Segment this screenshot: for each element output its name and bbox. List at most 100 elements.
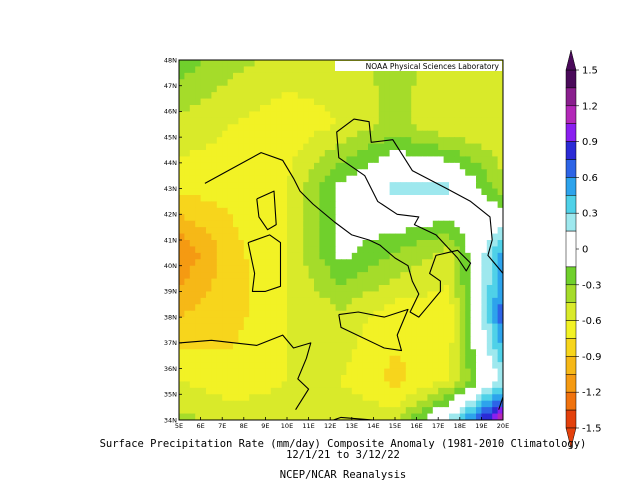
heat-cell xyxy=(303,297,310,305)
heat-cell xyxy=(303,98,310,106)
heat-cell xyxy=(335,394,342,402)
heat-cell xyxy=(400,349,407,357)
heat-cell xyxy=(438,381,445,389)
heat-cell xyxy=(324,407,331,415)
heat-cell xyxy=(465,207,472,215)
heat-cell xyxy=(233,368,239,376)
heat-cell xyxy=(319,240,326,248)
heat-cell xyxy=(233,259,239,267)
heat-cell xyxy=(330,137,337,145)
heat-cell xyxy=(395,111,401,119)
heat-cell xyxy=(395,362,401,370)
heat-cell xyxy=(405,342,412,350)
heat-cell xyxy=(357,240,364,248)
heat-cell xyxy=(497,195,503,203)
heat-cell xyxy=(330,111,337,119)
heat-cell xyxy=(189,297,196,305)
heat-cell xyxy=(373,169,380,177)
heat-cell xyxy=(411,156,418,164)
heat-cell xyxy=(238,272,245,280)
heat-cell xyxy=(179,98,185,106)
heat-cell xyxy=(227,195,234,203)
heat-cell xyxy=(249,413,256,420)
heat-cell xyxy=(222,92,229,100)
heat-cell xyxy=(319,143,326,151)
heat-cell xyxy=(470,355,477,363)
heat-cell xyxy=(459,387,466,395)
heat-cell xyxy=(249,137,256,145)
heat-cell xyxy=(238,407,245,415)
heat-cell xyxy=(330,291,337,299)
heat-cell xyxy=(211,195,218,203)
heat-cell xyxy=(432,342,439,350)
heat-cell xyxy=(308,342,315,350)
colorbar-label: 0 xyxy=(582,245,588,256)
heat-cell xyxy=(497,207,503,215)
heat-cell xyxy=(314,175,320,183)
heat-cell xyxy=(411,85,418,93)
heat-cell xyxy=(206,111,212,119)
heat-cell xyxy=(438,175,445,183)
heat-cell xyxy=(400,117,407,125)
heat-cell xyxy=(200,156,207,164)
heat-cell xyxy=(357,317,364,325)
heat-cell xyxy=(243,60,250,68)
heat-cell xyxy=(222,304,229,312)
heat-cell xyxy=(287,252,293,260)
heat-cell xyxy=(454,72,461,80)
colorbar-label: 0.3 xyxy=(582,209,598,220)
heat-cell xyxy=(341,214,347,222)
heat-cell xyxy=(400,162,407,170)
heat-cell xyxy=(357,130,364,138)
heat-cell xyxy=(265,291,272,299)
heat-cell xyxy=(297,72,304,80)
heat-cell xyxy=(308,394,315,402)
heat-cell xyxy=(270,330,277,338)
heat-cell xyxy=(378,175,385,183)
heat-cell xyxy=(341,375,347,383)
heat-cell xyxy=(308,117,315,125)
heat-cell xyxy=(449,413,455,420)
heat-cell xyxy=(470,394,477,402)
heat-cell xyxy=(227,201,234,209)
heat-cell xyxy=(476,201,482,209)
heat-cell xyxy=(384,72,391,80)
heat-cell xyxy=(357,124,364,132)
heat-cell xyxy=(200,285,207,293)
heat-cell xyxy=(481,413,488,420)
heat-cell xyxy=(249,175,256,183)
heat-cell xyxy=(184,272,191,280)
heat-cell xyxy=(281,407,288,415)
heat-cell xyxy=(497,323,503,331)
heat-cell xyxy=(260,137,266,145)
heat-cell xyxy=(459,72,466,80)
heat-cell xyxy=(270,105,277,113)
heat-cell xyxy=(319,323,326,331)
heat-cell xyxy=(233,169,239,177)
heat-cell xyxy=(411,98,418,106)
heat-cell xyxy=(427,182,434,190)
heat-cell xyxy=(297,66,304,74)
heat-cell xyxy=(270,240,277,248)
heat-cell xyxy=(476,407,482,415)
heat-cell xyxy=(276,137,283,145)
heat-cell xyxy=(486,407,493,415)
heat-cell xyxy=(335,188,342,196)
heat-cell xyxy=(362,246,369,254)
heat-cell xyxy=(395,201,401,209)
heat-cell xyxy=(497,304,503,312)
heat-cell xyxy=(351,362,358,370)
heat-cell xyxy=(319,105,326,113)
heat-cell xyxy=(292,375,299,383)
heat-cell xyxy=(346,387,353,395)
heat-cell xyxy=(206,297,212,305)
heat-cell xyxy=(432,130,439,138)
heat-cell xyxy=(492,79,499,87)
heat-cell xyxy=(497,362,503,370)
heat-cell xyxy=(395,400,401,408)
heat-cell xyxy=(486,233,493,241)
heat-cell xyxy=(314,407,320,415)
heat-cell xyxy=(416,330,423,338)
heat-cell xyxy=(395,182,401,190)
heat-cell xyxy=(465,336,472,344)
